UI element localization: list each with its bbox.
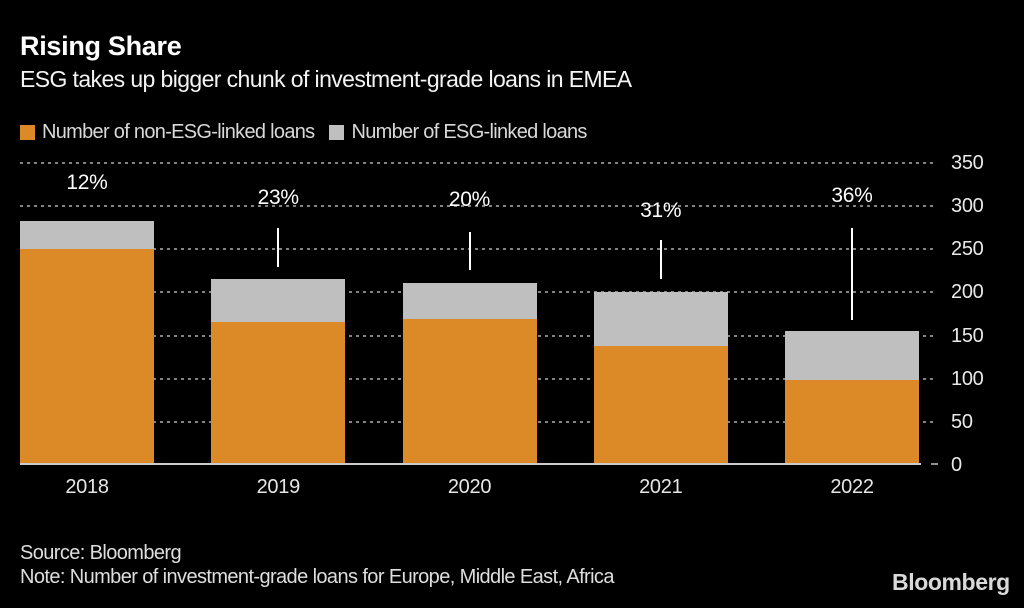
legend-label-non-esg: Number of non-ESG-linked loans <box>42 121 315 143</box>
bar-percent-label-2020: 20% <box>448 188 491 211</box>
y-tick-label-300: 300 <box>951 195 984 218</box>
y-tick-label-150: 150 <box>951 324 984 347</box>
gridline-300 <box>20 205 937 208</box>
bloomberg-logo: Bloomberg <box>892 569 1010 595</box>
bar-2018-non-esg-segment <box>20 249 154 465</box>
y-tick-label-100: 100 <box>951 367 984 390</box>
source-text: Source: Bloomberg <box>20 542 182 564</box>
bar-percent-label-2019: 23% <box>257 186 299 209</box>
x-tick-label-2018: 2018 <box>65 476 109 498</box>
bar-2022-esg-segment <box>785 331 919 380</box>
x-tick-label-2019: 2019 <box>256 476 301 498</box>
y-tick-label-350: 350 <box>951 152 984 174</box>
x-axis-baseline <box>20 463 921 465</box>
chart-title: Rising Share <box>20 31 182 61</box>
zero-tick <box>931 463 938 465</box>
bar-2020-esg-segment <box>402 282 537 320</box>
note-text: Note: Number of investment-grade loans f… <box>20 566 614 588</box>
bar-2018-esg-segment <box>20 220 154 250</box>
y-tick-label-250: 250 <box>951 238 984 261</box>
chart-subtitle: ESG takes up bigger chunk of investment-… <box>20 66 632 92</box>
bar-2019-esg-segment <box>211 279 346 322</box>
bar-2021-esg-segment <box>593 292 728 346</box>
x-tick-label-2020: 2020 <box>447 476 492 498</box>
bar-2019-non-esg-segment <box>211 321 346 465</box>
y-tick-label-200: 200 <box>951 281 984 304</box>
callout-line-2021 <box>659 240 662 279</box>
bar-2022-non-esg-segment <box>785 379 919 465</box>
legend: Number of non-ESG-linked loans Number of… <box>20 121 587 144</box>
legend-swatch-esg-icon <box>329 125 345 140</box>
y-tick-label-50: 50 <box>951 410 973 433</box>
legend-item-esg: Number of ESG-linked loans <box>329 121 587 144</box>
bar-percent-label-2022: 36% <box>831 184 873 207</box>
legend-swatch-non-esg-icon <box>20 125 35 140</box>
gridline-350 <box>20 162 937 164</box>
callout-line-2022 <box>851 228 853 320</box>
bar-2020-non-esg-segment <box>402 319 537 465</box>
gridline-250 <box>20 248 937 251</box>
x-tick-label-2021: 2021 <box>639 476 683 498</box>
bar-percent-label-2018: 12% <box>66 171 108 194</box>
bar-2021-non-esg-segment <box>593 345 728 465</box>
y-tick-label-0: 0 <box>951 454 962 476</box>
x-tick-label-2022: 2022 <box>830 476 874 498</box>
callout-line-2019 <box>277 228 280 267</box>
legend-label-esg: Number of ESG-linked loans <box>351 121 587 143</box>
bar-percent-label-2021: 31% <box>640 199 682 222</box>
legend-item-non-esg: Number of non-ESG-linked loans <box>20 121 315 144</box>
callout-line-2020 <box>468 232 471 270</box>
